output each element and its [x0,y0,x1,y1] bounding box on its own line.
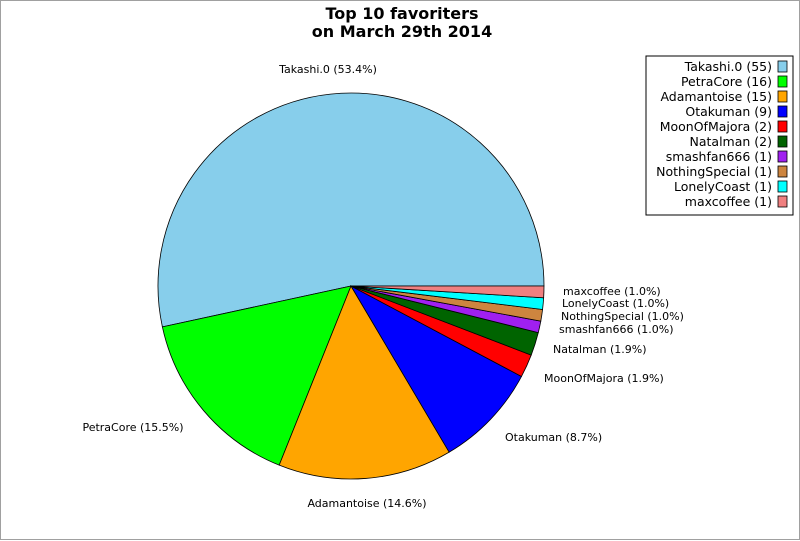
slice-label-adamantoise: Adamantoise (14.6%) [307,497,426,510]
chart-subtitle: on March 29th 2014 [312,22,492,41]
slice-label-petracore: PetraCore (15.5%) [82,421,183,434]
slice-label-smashfan666: smashfan666 (1.0%) [559,323,674,336]
slice-label-lonelycoast: LonelyCoast (1.0%) [562,297,669,310]
legend-box [645,55,794,216]
legend-label-nothingspecial: NothingSpecial (1) [656,164,772,179]
legend-swatch-petracore [777,75,788,88]
legend-label-smashfan666: smashfan666 (1) [666,149,772,164]
legend-swatch-lonelycoast [777,180,788,193]
pie-slices [157,92,545,480]
slice-label-nothingspecial: NothingSpecial (1.0%) [561,310,684,323]
legend-swatch-smashfan666 [777,150,788,163]
pie-slice-maxcoffee [350,285,545,299]
legend-swatch-moonofmajora [777,120,788,133]
pie-slice-petracore [161,285,352,466]
legend-swatch-otakuman [777,105,788,118]
legend-swatch-nothingspecial [777,165,788,178]
slice-label-moonofmajora: MoonOfMajora (1.9%) [544,372,664,385]
legend-label-otakuman: Otakuman (9) [685,104,772,119]
legend-label-natalman: Natalman (2) [690,134,772,149]
legend-swatch-natalman [777,135,788,148]
legend-swatch-maxcoffee [777,195,788,208]
slice-label-natalman: Natalman (1.9%) [553,343,647,356]
pie-slice-otakuman [349,284,523,453]
legend-label-moonofmajora: MoonOfMajora (2) [660,119,772,134]
legend-label-maxcoffee: maxcoffee (1) [685,194,772,209]
legend: Takashi.0 (55)PetraCore (16)Adamantoise … [645,55,794,216]
legend-label-lonelycoast: LonelyCoast (1) [674,179,772,194]
legend-label-petracore: PetraCore (16) [681,74,772,89]
legend-label-adamantoise: Adamantoise (15) [660,89,772,104]
slice-label-maxcoffee: maxcoffee (1.0%) [563,285,661,298]
legend-swatch-takashi-0 [777,60,788,73]
slice-label-otakuman: Otakuman (8.7%) [505,431,602,444]
chart-title: Top 10 favoriters [325,4,478,23]
slice-label-takashi-0: Takashi.0 (53.4%) [278,63,377,76]
pie-slice-adamantoise [278,285,450,480]
legend-label-takashi-0: Takashi.0 (55) [684,59,772,74]
legend-swatch-adamantoise [777,90,788,103]
slice-labels: Takashi.0 (53.4%) PetraCore (15.5%) Adaman… [82,63,683,510]
pie-slice-takashi-0 [157,92,545,328]
